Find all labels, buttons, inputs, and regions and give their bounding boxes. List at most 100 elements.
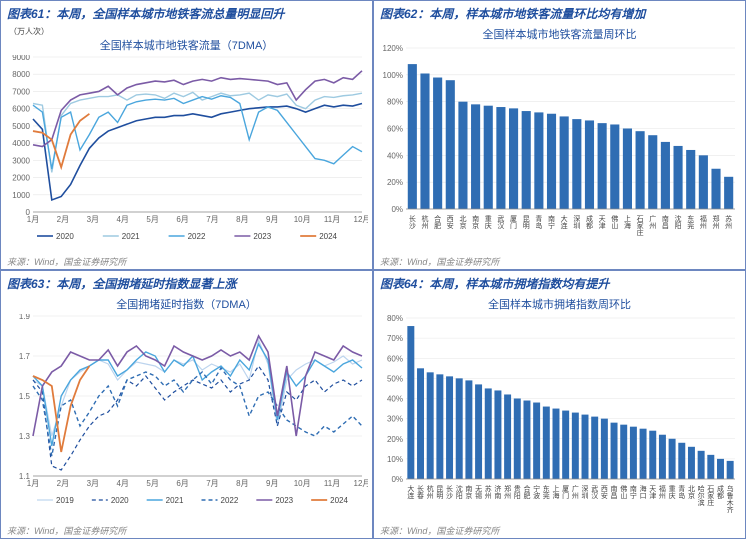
svg-text:苏州: 苏州 [725,214,732,230]
svg-text:6月: 6月 [176,215,188,224]
panel-61: 图表61：本周，全国样本城市地铁客流总量明显回升 （万人次） 全国样本城市地铁客… [0,0,373,270]
svg-text:9月: 9月 [266,479,278,488]
svg-text:合肥: 合肥 [434,214,441,230]
svg-text:济南: 济南 [494,484,501,500]
panel-63: 图表63：本周，全国拥堵延时指数显著上涨 全国拥堵延时指数（7DMA） 1.11… [0,270,373,539]
svg-text:5月: 5月 [146,479,158,488]
svg-text:1.9: 1.9 [19,314,31,321]
svg-text:郑州: 郑州 [713,215,720,230]
svg-text:南昌: 南昌 [662,214,669,230]
svg-text:苏州: 苏州 [485,484,492,500]
panel-61-header: 图表61：本周，全国样本城市地铁客流总量明显回升 [3,3,370,26]
panel-63-title: 全国拥堵延时指数（7DMA） [3,296,370,312]
svg-text:大连: 大连 [561,214,568,230]
svg-text:120%: 120% [383,44,403,53]
svg-text:60%: 60% [387,354,403,363]
svg-text:天津: 天津 [649,485,656,500]
svg-text:重庆: 重庆 [485,215,492,230]
panel-61-yunit: （万人次） [3,26,370,37]
svg-text:2022: 2022 [221,496,239,505]
svg-text:50%: 50% [387,374,403,383]
svg-text:沈阳: 沈阳 [456,484,463,500]
svg-text:重庆: 重庆 [669,485,676,500]
svg-text:福州: 福州 [700,214,707,230]
panel-64-source: 来源：Wind，国金证券研究所 [376,523,743,538]
svg-text:7000: 7000 [12,87,30,96]
svg-text:6000: 6000 [12,105,30,114]
svg-text:2024: 2024 [330,496,348,505]
svg-text:3000: 3000 [12,156,30,165]
panel-62-title: 全国样本城市地铁客流量周环比 [376,26,743,42]
panel-64-title: 全国样本城市拥堵指数周环比 [376,296,743,312]
svg-text:10月: 10月 [294,215,311,224]
svg-text:天津: 天津 [599,215,606,230]
svg-text:杭州: 杭州 [427,484,434,500]
svg-text:2023: 2023 [253,232,271,241]
svg-text:5月: 5月 [146,215,158,224]
svg-text:8月: 8月 [236,215,248,224]
panel-61-source: 来源：Wind，国金证券研究所 [3,254,370,269]
svg-text:海口: 海口 [640,484,647,500]
svg-text:乌鲁木齐: 乌鲁木齐 [727,484,734,514]
svg-text:2月: 2月 [57,479,69,488]
svg-text:西安: 西安 [601,485,608,500]
svg-text:3月: 3月 [87,479,99,488]
svg-text:10%: 10% [387,454,403,463]
panel-64-header: 图表64：本周，样本城市拥堵指数均有提升 [376,273,743,296]
svg-text:2024: 2024 [319,232,337,241]
svg-text:1.5: 1.5 [19,392,31,401]
svg-text:石家庄: 石家庄 [637,215,644,237]
svg-text:80%: 80% [387,98,403,107]
svg-text:30%: 30% [387,414,403,423]
svg-text:3月: 3月 [87,215,99,224]
svg-text:郑州: 郑州 [504,485,511,500]
svg-text:20%: 20% [387,178,403,187]
svg-text:2000: 2000 [12,174,30,183]
svg-text:4月: 4月 [116,215,128,224]
panel-63-chart: 1.11.31.51.71.91月2月3月4月5月6月7月8月9月10月11月1… [3,314,370,524]
svg-text:2021: 2021 [166,496,184,505]
svg-text:沈阳: 沈阳 [675,214,682,230]
svg-text:11月: 11月 [324,215,340,224]
panel-64: 图表64：本周，样本城市拥堵指数均有提升 全国样本城市拥堵指数周环比 0% 10%… [373,270,746,539]
svg-text:9000: 9000 [12,55,30,62]
svg-text:武汉: 武汉 [497,214,504,230]
panel-64-chart: 0%10%20%30%40%50%60%70%80%大连长春杭州昆明长沙沈阳南京… [376,314,743,524]
panel-63-header: 图表63：本周，全国拥堵延时指数显著上涨 [3,273,370,296]
panel-62: 图表62：本周，样本城市地铁客流量环比均有增加 全国样本城市地铁客流量周环比 0… [373,0,746,270]
svg-text:5000: 5000 [12,122,30,131]
svg-text:石家庄: 石家庄 [707,485,714,507]
svg-text:8000: 8000 [12,70,30,79]
svg-text:南京: 南京 [465,484,472,500]
svg-text:80%: 80% [387,314,403,323]
svg-text:昆明: 昆明 [436,485,443,500]
svg-text:成都: 成都 [586,214,593,230]
svg-text:宁波: 宁波 [533,484,540,500]
svg-text:40%: 40% [387,394,403,403]
svg-text:2月: 2月 [57,215,69,224]
svg-text:深圳: 深圳 [573,214,580,230]
svg-text:南宁: 南宁 [630,484,637,500]
svg-text:100%: 100% [383,71,403,80]
svg-text:西安: 西安 [447,215,454,230]
svg-text:上海: 上海 [552,484,559,500]
svg-text:贵阳: 贵阳 [514,484,521,500]
panel-61-title: 全国样本城市地铁客流量（7DMA） [3,37,370,53]
svg-text:20%: 20% [387,434,403,443]
svg-text:9月: 9月 [266,215,278,224]
svg-text:2020: 2020 [111,496,129,505]
svg-text:7月: 7月 [206,479,218,488]
svg-text:7月: 7月 [206,215,218,224]
svg-text:大连: 大连 [407,484,414,500]
svg-text:武汉: 武汉 [591,484,598,500]
panel-62-source: 来源：Wind，国金证券研究所 [376,254,743,269]
svg-text:8月: 8月 [236,479,248,488]
svg-text:东莞: 东莞 [543,484,550,500]
svg-text:0%: 0% [391,475,403,484]
svg-text:长沙: 长沙 [409,214,416,230]
svg-text:青岛: 青岛 [535,214,542,230]
svg-text:昆明: 昆明 [523,215,530,230]
svg-text:佛山: 佛山 [611,214,618,230]
svg-text:无锡: 无锡 [475,485,482,500]
svg-text:40%: 40% [387,151,403,160]
